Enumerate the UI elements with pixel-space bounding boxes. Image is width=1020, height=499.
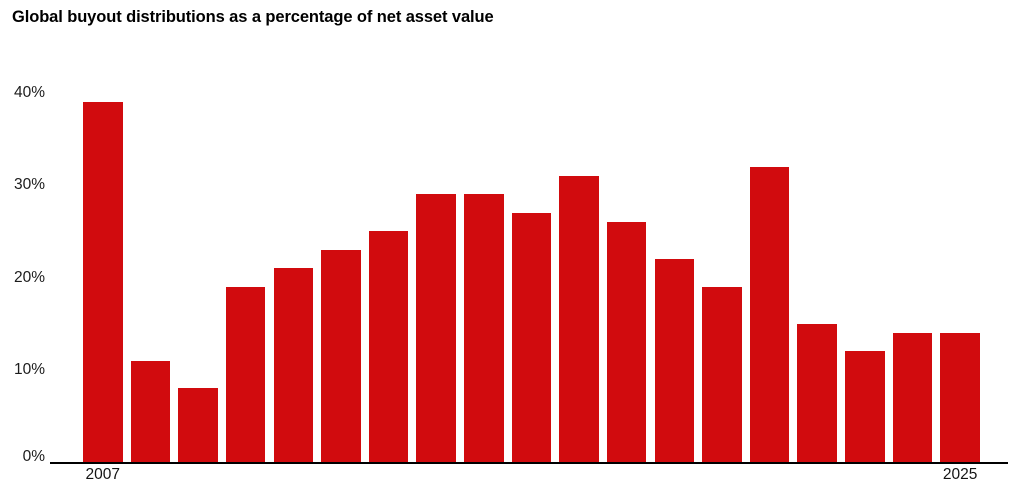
x-axis-tick-label: 2007 bbox=[85, 466, 120, 483]
bar-2009 bbox=[178, 388, 218, 462]
y-axis-tick-label: 20% bbox=[13, 268, 45, 286]
bar-2017 bbox=[559, 176, 599, 462]
bar-2008 bbox=[130, 360, 171, 462]
y-axis-tick-label: 40% bbox=[13, 84, 45, 101]
bar-2016 bbox=[511, 212, 552, 462]
bar-2022 bbox=[797, 323, 837, 462]
bar-2020 bbox=[702, 286, 742, 462]
x-axis-tick-label: 2025 bbox=[942, 466, 978, 483]
bar-2015 bbox=[464, 194, 504, 462]
bar-2018 bbox=[606, 222, 647, 462]
x-axis-line bbox=[50, 462, 1008, 464]
chart-title: Global buyout distributions as a percent… bbox=[12, 8, 494, 26]
bar-2007 bbox=[83, 102, 123, 462]
y-axis-tick-label: 30% bbox=[13, 176, 45, 194]
bar-2019 bbox=[654, 259, 695, 462]
bar-2011 bbox=[273, 268, 314, 462]
bar-2021 bbox=[749, 166, 790, 462]
bar-2025 bbox=[940, 332, 980, 462]
bar-2024 bbox=[892, 332, 933, 462]
bar-2010 bbox=[225, 286, 266, 462]
y-axis-tick-label: 10% bbox=[13, 360, 45, 378]
bar-2012 bbox=[321, 249, 361, 462]
bar-2013 bbox=[368, 231, 409, 462]
bar-2023 bbox=[845, 351, 885, 462]
bar-2014 bbox=[416, 194, 456, 462]
y-axis-tick-label: 0% bbox=[22, 448, 45, 465]
